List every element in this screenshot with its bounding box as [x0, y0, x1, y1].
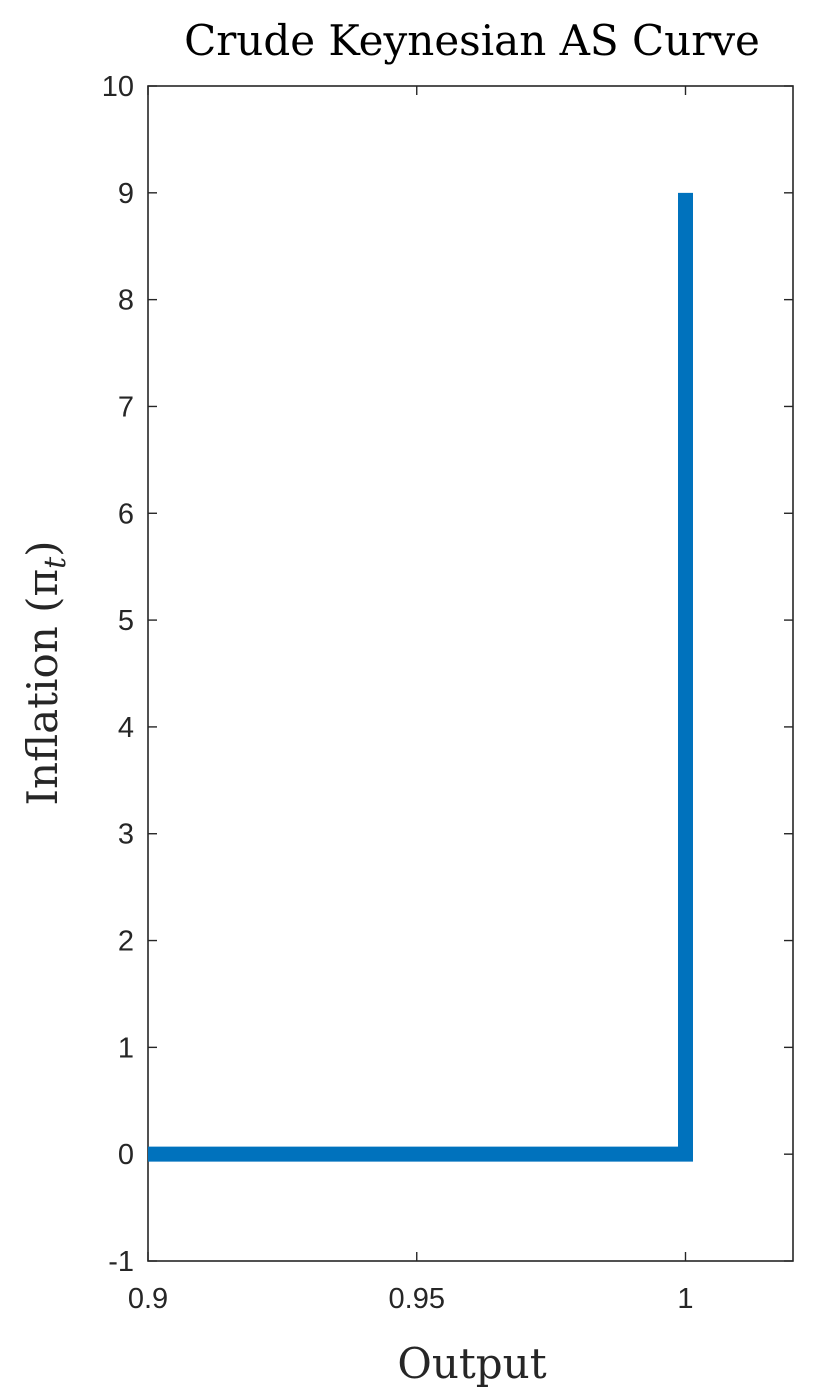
y-tick-label: 10: [102, 71, 134, 103]
y-tick-label: -1: [108, 1246, 134, 1278]
x-tick-label: 0.95: [389, 1283, 445, 1315]
series-line: [148, 192, 693, 1162]
y-tick-label: 4: [118, 712, 134, 744]
x-tick-label: 0.9: [128, 1283, 168, 1315]
y-tick-label: 1: [118, 1032, 134, 1064]
y-tick-label: 8: [118, 285, 134, 317]
y-axis-label-subscript: t: [38, 556, 73, 569]
y-axis-label: Inflation (πt): [18, 540, 73, 805]
y-tick-label: 7: [118, 391, 134, 423]
plot-area: -1 0 1 2 3 4 5 6 7 8 9 10 0.9 0.95 1: [102, 71, 794, 1315]
y-tick-label: 9: [118, 178, 134, 210]
y-tick-label: 3: [118, 819, 134, 851]
x-axis-label: Output: [397, 1339, 546, 1388]
y-tick-label: 0: [118, 1139, 134, 1171]
axes-frame: [147, 85, 794, 1262]
y-tick-label: 5: [118, 605, 134, 637]
y-tick-label: 6: [118, 498, 134, 530]
y-axis-label-close: ): [18, 540, 67, 556]
chart-title: Crude Keynesian AS Curve: [184, 16, 760, 65]
y-tick-label: 2: [118, 926, 134, 958]
y-axis-label-main: Inflation (π: [18, 569, 67, 806]
x-tick-label: 1: [677, 1283, 693, 1315]
